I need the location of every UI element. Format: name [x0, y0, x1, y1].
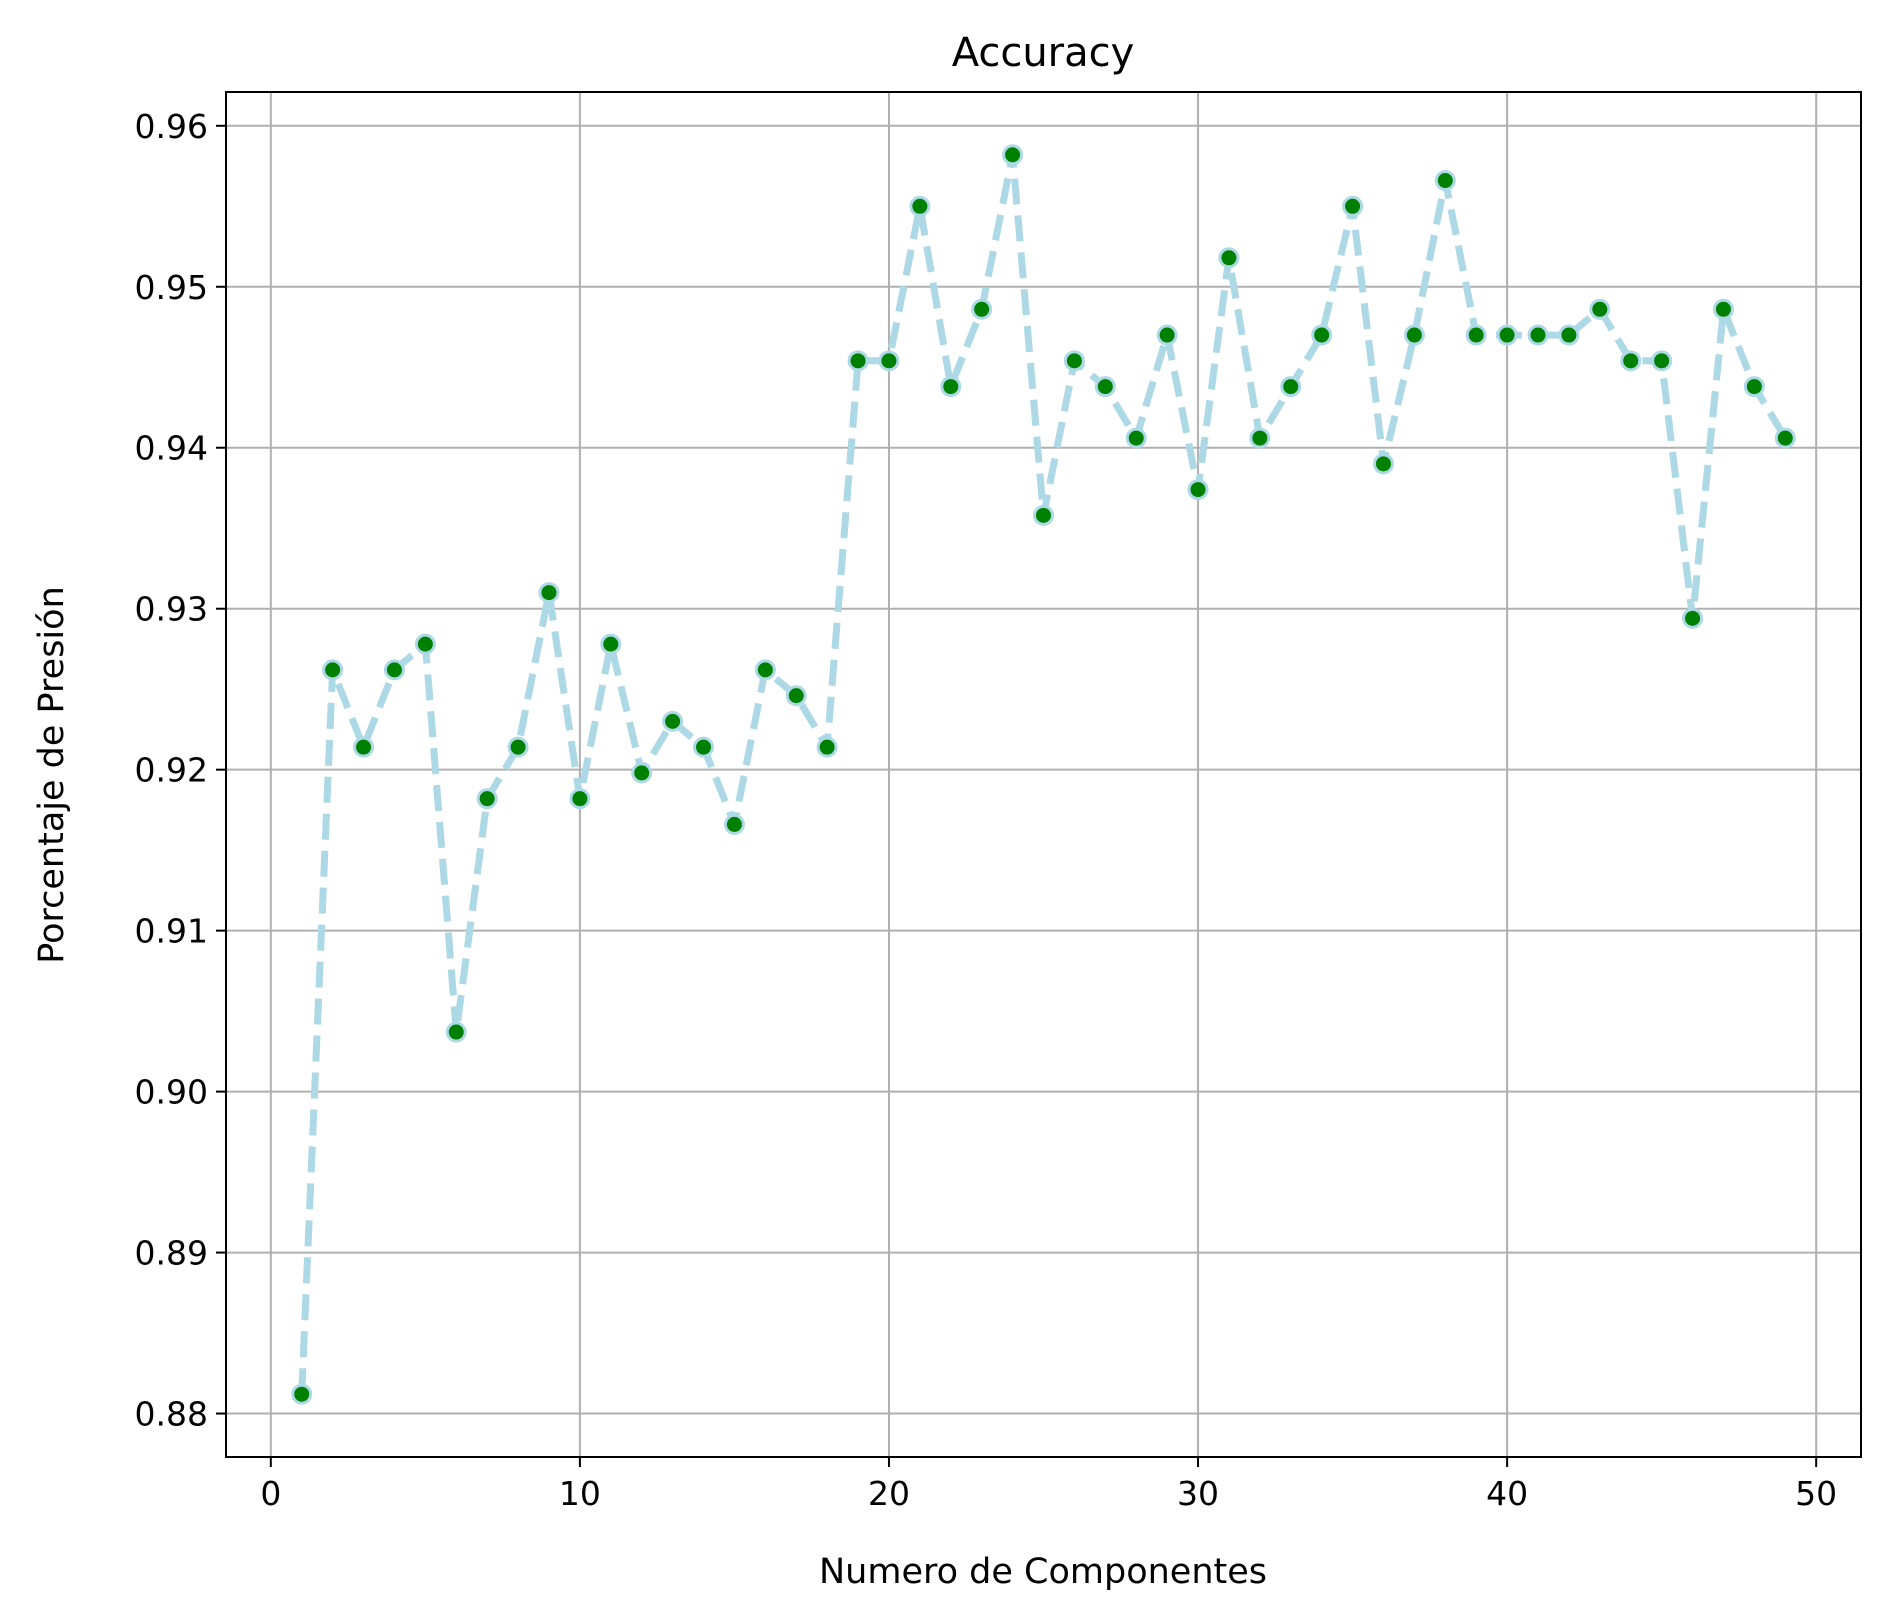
data-point — [662, 710, 684, 732]
data-point — [723, 813, 745, 835]
data-point — [1063, 350, 1085, 372]
y-axis-ticks: 0.88 0.89 0.90 0.91 0.92 0.93 0.94 0.95 0.96 — [135, 107, 226, 1434]
data-point — [476, 788, 498, 810]
y-axis-label: Porcentaje de Presión — [32, 586, 72, 963]
data-markers — [291, 144, 1796, 1405]
x-tick-label: 40 — [1486, 1474, 1528, 1513]
data-point — [1403, 324, 1425, 346]
data-point — [847, 350, 869, 372]
data-point — [785, 685, 807, 707]
data-point — [1589, 298, 1611, 320]
data-point — [1187, 479, 1209, 501]
y-tick-label: 0.88 — [135, 1395, 208, 1434]
data-point — [816, 736, 838, 758]
data-point — [1682, 607, 1704, 629]
data-point — [1774, 427, 1796, 449]
data-point — [1218, 247, 1240, 269]
data-point — [1372, 453, 1394, 475]
data-point — [1156, 324, 1178, 346]
y-tick-label: 0.96 — [135, 107, 208, 146]
data-point — [1249, 427, 1271, 449]
data-point — [1033, 504, 1054, 526]
y-tick-label: 0.94 — [135, 429, 208, 468]
x-tick-label: 20 — [868, 1474, 910, 1513]
x-tick-label: 0 — [260, 1474, 281, 1513]
grid — [226, 92, 1861, 1457]
data-point — [538, 582, 560, 604]
data-point — [1094, 376, 1116, 398]
data-point — [569, 788, 591, 810]
data-point — [693, 736, 715, 758]
data-point — [1434, 170, 1456, 192]
data-point — [445, 1021, 467, 1043]
data-point — [1527, 324, 1549, 346]
data-point — [353, 736, 375, 758]
data-point — [1558, 324, 1580, 346]
data-point — [1651, 350, 1673, 372]
data-point — [1496, 324, 1518, 346]
data-point — [754, 659, 776, 681]
data-point — [1311, 324, 1333, 346]
x-tick-label: 50 — [1795, 1474, 1837, 1513]
data-point — [971, 298, 993, 320]
x-tick-label: 30 — [1177, 1474, 1219, 1513]
y-tick-label: 0.89 — [135, 1234, 208, 1273]
data-point — [600, 633, 622, 655]
data-point — [1342, 195, 1364, 217]
x-tick-label: 10 — [559, 1474, 601, 1513]
plot-frame — [225, 91, 1862, 1458]
data-point — [507, 736, 529, 758]
data-point — [878, 350, 900, 372]
data-point — [1620, 350, 1642, 372]
chart-title: Accuracy — [952, 30, 1135, 76]
data-point — [940, 376, 962, 398]
y-tick-label: 0.91 — [135, 912, 208, 951]
y-tick-label: 0.92 — [135, 751, 208, 790]
data-point — [322, 659, 344, 681]
data-point — [1125, 427, 1147, 449]
x-axis-ticks: 0 10 20 30 40 50 — [260, 1457, 1837, 1513]
data-point — [631, 762, 653, 784]
data-point — [291, 1383, 313, 1405]
x-axis-label: Numero de Componentes — [819, 1552, 1267, 1592]
data-point — [1712, 298, 1734, 320]
data-point — [1465, 324, 1487, 346]
data-point — [1743, 376, 1765, 398]
y-tick-label: 0.90 — [135, 1073, 208, 1112]
data-point — [1002, 144, 1024, 166]
data-point — [414, 633, 436, 655]
data-point — [383, 659, 405, 681]
y-tick-label: 0.95 — [135, 268, 208, 307]
y-tick-label: 0.93 — [135, 590, 208, 629]
data-point — [909, 195, 931, 217]
data-point — [1280, 376, 1302, 398]
